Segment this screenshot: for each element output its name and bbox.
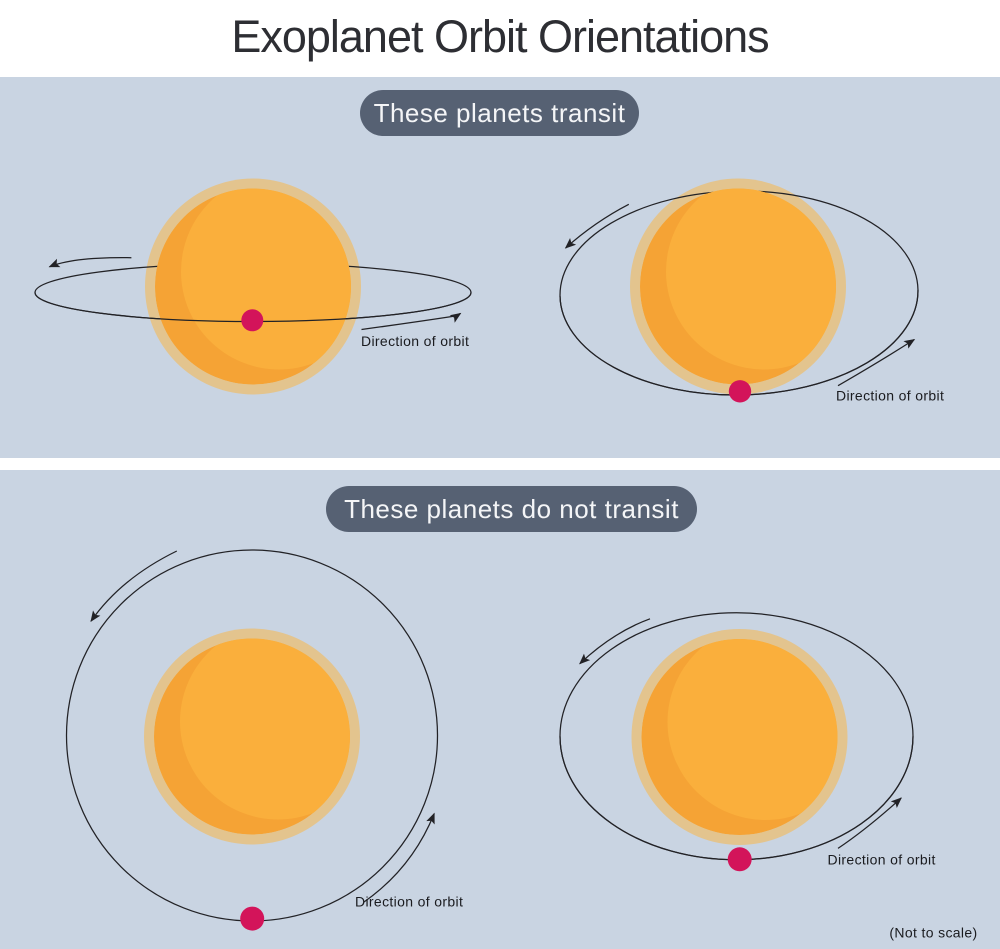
svg-text:Direction of orbit: Direction of orbit [355, 893, 463, 909]
svg-text:(Not to scale): (Not to scale) [889, 924, 977, 940]
svg-text:Direction of orbit: Direction of orbit [836, 387, 944, 403]
svg-text:Direction of orbit: Direction of orbit [361, 333, 469, 349]
svg-text:Direction of orbit: Direction of orbit [828, 852, 936, 868]
